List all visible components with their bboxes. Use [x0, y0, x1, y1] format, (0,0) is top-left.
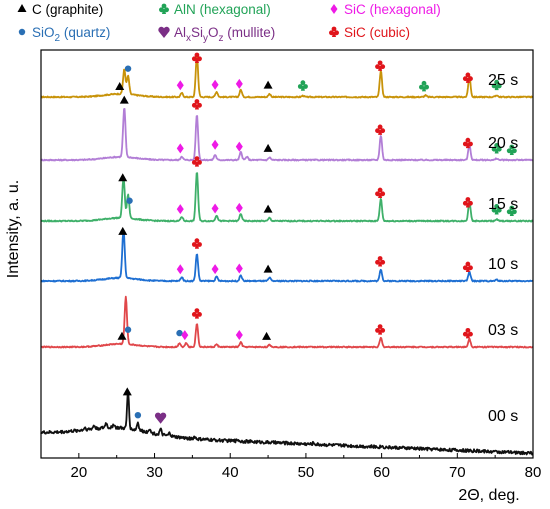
sic-cubic-club-marker — [375, 60, 386, 71]
quartz-dot-marker — [126, 197, 133, 204]
aln-club-marker — [491, 204, 502, 215]
legend-label: AlN (hexagonal) — [174, 2, 271, 17]
aln-club-marker — [491, 143, 502, 154]
series-label: 25 s — [488, 72, 518, 89]
sic-hex-diamond-marker — [176, 80, 184, 91]
sic-cubic-club-marker — [191, 99, 202, 110]
sic-hex-diamond-marker — [235, 141, 243, 152]
x-axis-label: 2Θ, deg. — [458, 487, 519, 504]
x-tick-label: 80 — [525, 464, 542, 481]
y-axis-label: Intensity, a. u. — [5, 180, 22, 278]
x-tick-label: 40 — [222, 464, 239, 481]
series-label: 15 s — [488, 196, 518, 213]
legend-label: SiC (hexagonal) — [344, 2, 441, 17]
peak-markers — [115, 52, 517, 424]
legend-entry-graphite: C (graphite) — [17, 2, 103, 17]
sic-cubic-club-marker — [462, 327, 473, 339]
legend-label: SiO2 (quartz) — [32, 25, 110, 44]
graphite-triangle-marker — [262, 331, 272, 340]
sic-cubic-club-marker — [375, 124, 386, 135]
plot-frame — [40, 49, 534, 459]
sic-hex-diamond-marker — [211, 139, 219, 150]
sic-hex-diamond-marker — [211, 203, 219, 214]
x-tick-label: 20 — [71, 464, 88, 481]
graphite-triangle-marker — [119, 95, 129, 104]
graphite-triangle-marker — [263, 204, 273, 213]
aln-club-marker — [159, 3, 170, 14]
aln-club-marker — [491, 79, 502, 91]
quartz-dot-marker — [124, 326, 132, 333]
aln-club-marker — [506, 144, 517, 155]
graphite-triangle-marker — [115, 81, 125, 90]
sic-hex-diamond-marker — [176, 143, 184, 154]
sic-hex-diamond-marker — [235, 78, 243, 89]
sic-hex-diamond-marker — [176, 204, 184, 215]
aln-club-marker — [506, 205, 517, 216]
sic-cubic-club-marker — [462, 261, 473, 273]
series-line — [40, 390, 534, 456]
sic-hex-diamond-marker — [211, 79, 219, 90]
x-tick-label: 50 — [298, 464, 315, 481]
sic-hex-diamond-marker — [235, 329, 243, 340]
sic-cubic-club-marker — [329, 26, 339, 37]
sic-cubic-club-marker — [191, 238, 202, 249]
sic-cubic-club-marker — [375, 187, 386, 199]
quartz-dot-marker — [134, 412, 142, 419]
legend-entry-quartz: SiO2 (quartz) — [18, 25, 110, 44]
legend-entry-aln: AlN (hexagonal) — [159, 2, 271, 17]
mullite-heart-marker — [158, 26, 170, 38]
graphite-triangle-marker — [263, 264, 273, 273]
series-curves — [40, 55, 534, 456]
graphite-triangle-marker — [118, 173, 128, 182]
x-tick-label: 70 — [449, 464, 466, 481]
series-line — [40, 229, 533, 283]
sic-cubic-club-marker — [375, 256, 386, 267]
graphite-triangle-marker — [117, 331, 127, 340]
series-line — [40, 172, 534, 223]
legend-label: AlxSiyOz (mullite) — [174, 25, 275, 44]
legend: C (graphite) AlN (hexagonal) SiC (hexagona… — [17, 2, 441, 44]
sic-cubic-club-marker — [462, 72, 473, 83]
x-tick-label: 60 — [373, 464, 390, 481]
series-labels: 25 s 20 s 15 s 10 s 03 s 00 s — [488, 72, 518, 425]
mullite-heart-marker — [154, 412, 167, 424]
sic-cubic-club-marker — [191, 156, 202, 167]
series-label: 00 s — [488, 408, 518, 425]
legend-entry-sic_cubic: SiC (cubic) — [329, 25, 410, 40]
sic-hex-diamond-marker — [235, 202, 243, 213]
sic-hex-diamond-marker — [181, 330, 189, 341]
aln-club-marker — [419, 80, 430, 92]
series-line — [40, 55, 534, 99]
sic-cubic-club-marker — [191, 308, 202, 319]
legend-entry-mullite: AlxSiyOz (mullite) — [158, 25, 275, 44]
sic-hex-diamond-marker — [235, 263, 243, 274]
sic-cubic-club-marker — [375, 324, 386, 335]
series-label: 03 s — [488, 322, 518, 339]
series-label: 10 s — [488, 256, 518, 273]
quartz-dot-marker — [124, 65, 132, 72]
sic-hex-diamond-marker — [176, 264, 184, 275]
graphite-triangle-marker — [263, 80, 273, 89]
sic-hex-diamond-marker — [330, 4, 338, 14]
sic-hex-diamond-marker — [211, 264, 219, 275]
legend-entry-sic_hex: SiC (hexagonal) — [330, 2, 441, 17]
x-tick-label: 30 — [146, 464, 163, 481]
x-axis: 20 30 40 50 60 70 80 — [40, 453, 542, 481]
sic-cubic-club-marker — [462, 137, 473, 149]
graphite-triangle-marker — [118, 226, 128, 235]
legend-label: C (graphite) — [32, 2, 103, 17]
graphite-triangle-marker — [263, 143, 273, 152]
series-line — [40, 295, 533, 349]
series-line — [40, 108, 534, 162]
quartz-dot-marker — [176, 329, 183, 337]
legend-label: SiC (cubic) — [344, 25, 410, 40]
series-label: 20 s — [488, 135, 518, 152]
graphite-triangle-marker — [122, 387, 132, 396]
quartz-dot-marker — [18, 28, 26, 36]
sic-cubic-club-marker — [462, 197, 473, 208]
aln-club-marker — [297, 80, 308, 91]
graphite-triangle-marker — [17, 4, 27, 12]
sic-cubic-club-marker — [191, 52, 202, 63]
